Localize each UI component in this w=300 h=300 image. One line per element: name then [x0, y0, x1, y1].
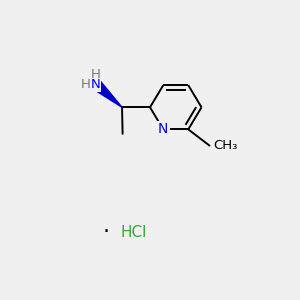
Text: N: N [158, 122, 168, 136]
Text: HCl: HCl [121, 225, 147, 240]
Text: H: H [91, 68, 100, 81]
Text: H: H [80, 78, 90, 91]
Text: CH₃: CH₃ [213, 139, 237, 152]
Text: N: N [91, 78, 100, 91]
Text: ·: · [102, 222, 109, 242]
Polygon shape [94, 81, 122, 107]
